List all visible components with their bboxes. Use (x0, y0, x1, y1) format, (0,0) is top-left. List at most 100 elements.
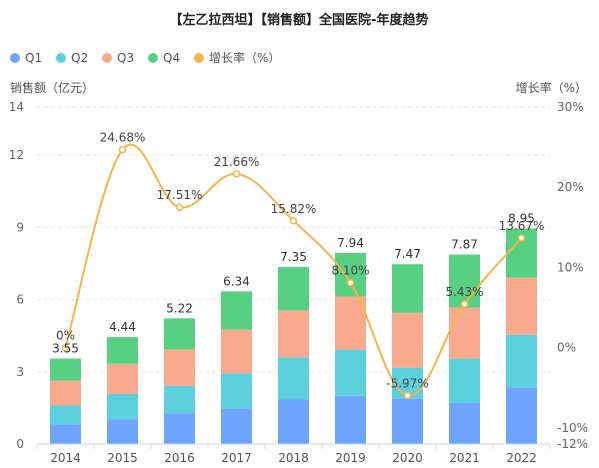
bar-q2-2019 (335, 349, 366, 396)
bar-total-label: 7.35 (280, 250, 307, 264)
growth-line-series (61, 143, 526, 400)
y-axis-left-tick: 14 (9, 100, 24, 114)
bar-total-label: 8.95 (508, 212, 535, 226)
bar-q2-2014 (50, 405, 81, 425)
growth-point-2022 (517, 234, 526, 242)
bar-q3-2018 (278, 310, 309, 358)
bar-q3-2022 (506, 277, 537, 335)
bar-q1-2021 (449, 402, 480, 444)
bar-q1-2016 (164, 413, 195, 444)
x-axis-tick-label: 2016 (164, 451, 195, 465)
x-axis-tick-label: 2022 (506, 451, 537, 465)
growth-label: -5.97% (386, 377, 428, 391)
y-axis-right-tick: 30% (557, 100, 584, 114)
bar-q4-2017 (221, 291, 252, 330)
x-axis-tick-label: 2020 (392, 451, 423, 465)
legend-label-growth: 增长率（%） (209, 50, 280, 65)
y-axis-left-tick: 3 (16, 365, 24, 379)
legend-marker-q4 (148, 53, 158, 63)
y-axis-right-tick: -12% (557, 437, 588, 451)
y-axis-left-tick: 9 (16, 220, 24, 234)
growth-point-2020 (403, 391, 412, 400)
bar-series (50, 228, 537, 444)
legend-label-q2: Q2 (71, 51, 88, 65)
growth-label: 5.43% (445, 285, 483, 299)
bar-q1-2020 (392, 398, 423, 444)
bar-total-label: 6.34 (223, 274, 250, 288)
bar-q2-2021 (449, 358, 480, 403)
bar-total-label: 7.87 (451, 238, 478, 252)
bar-total-label: 7.47 (394, 247, 421, 261)
y-axis-right-tick: 20% (557, 180, 584, 194)
growth-point-2014 (61, 343, 70, 352)
bar-total-label: 4.44 (109, 320, 136, 334)
bar-q3-2021 (449, 307, 480, 359)
bar-total-label: 5.22 (166, 301, 193, 315)
x-axis-tick-label: 2021 (449, 451, 480, 465)
bar-q1-2019 (335, 395, 366, 444)
bar-q2-2015 (107, 393, 138, 420)
bar-q2-2017 (221, 373, 252, 409)
bar-total-label: 7.94 (337, 236, 364, 250)
growth-point-2019 (346, 278, 355, 287)
x-axis-tick-label: 2017 (221, 451, 252, 465)
legend-marker-q1 (10, 53, 20, 63)
y-axis-left-tick: 0 (16, 437, 24, 451)
y-axis-left-label: 销售额（亿元） (10, 80, 94, 95)
growth-point-2015 (118, 145, 127, 154)
bar-q3-2020 (392, 312, 423, 368)
growth-point-2017 (232, 170, 241, 178)
legend-marker-q3 (102, 53, 112, 63)
growth-point-2021 (460, 300, 469, 308)
y-axis-right-label: 增长率（%） (516, 80, 587, 95)
growth-label: 8.10% (331, 264, 369, 278)
bar-q1-2018 (278, 399, 309, 444)
growth-label: 15.82% (271, 202, 317, 216)
y-axis-left-tick: 12 (9, 148, 24, 162)
bar-q2-2022 (506, 334, 537, 388)
bar-q4-2014 (50, 358, 81, 381)
growth-point-2018 (289, 217, 298, 225)
bar-q1-2022 (506, 387, 537, 444)
bar-q1-2017 (221, 408, 252, 444)
x-axis-tick-label: 2015 (107, 451, 138, 465)
bar-q4-2019 (335, 252, 366, 297)
x-axis-tick-label: 2018 (278, 451, 309, 465)
bar-q4-2015 (107, 337, 138, 364)
legend-marker-q2 (56, 53, 66, 63)
bar-q3-2015 (107, 363, 138, 394)
legend-label-q4: Q4 (163, 51, 180, 65)
bar-total-label: 3.55 (52, 342, 79, 356)
x-axis-tick-label: 2014 (50, 451, 81, 465)
bar-q3-2017 (221, 329, 252, 374)
y-axis-right-tick: 0% (557, 341, 576, 355)
bar-q4-2018 (278, 267, 309, 311)
legend-label-q1: Q1 (25, 51, 42, 65)
growth-label: 21.66% (214, 155, 260, 169)
axes: 0 3 6 9 12 14 -12% -10% 0% 10% 20% 30% 2014 2015 2016 2… (9, 100, 588, 465)
data-labels: 3.55 4.44 5.22 6.34 7.35 7.94 7.47 7.87 8.95 0% 24… (52, 131, 544, 391)
growth-label: 24.68% (100, 131, 146, 145)
growth-label: 13.67% (499, 219, 545, 233)
bar-q2-2016 (164, 385, 195, 414)
legend-marker-growth (194, 53, 204, 63)
bar-q4-2021 (449, 254, 480, 308)
bar-q3-2014 (50, 380, 81, 406)
bar-q1-2014 (50, 424, 81, 444)
bar-q2-2018 (278, 357, 309, 400)
legend: Q1 Q2 Q3 Q4 增长率（%） (10, 50, 280, 65)
x-axis-tick-label: 2019 (335, 451, 366, 465)
growth-point-2016 (175, 203, 184, 211)
y-axis-right-tick: 10% (557, 260, 584, 274)
growth-label: 0% (56, 329, 75, 343)
legend-label-q3: Q3 (117, 51, 134, 65)
y-axis-left-tick: 6 (16, 293, 24, 307)
y-axis-right-tick: -10% (557, 421, 588, 435)
bar-q1-2015 (107, 419, 138, 444)
growth-label: 17.51% (157, 188, 203, 202)
bar-q4-2016 (164, 318, 195, 350)
chart-title: 【左乙拉西坦】【销售额】全国医院-年度趋势 (170, 12, 429, 28)
bar-q4-2020 (392, 264, 423, 313)
bar-q3-2016 (164, 349, 195, 386)
